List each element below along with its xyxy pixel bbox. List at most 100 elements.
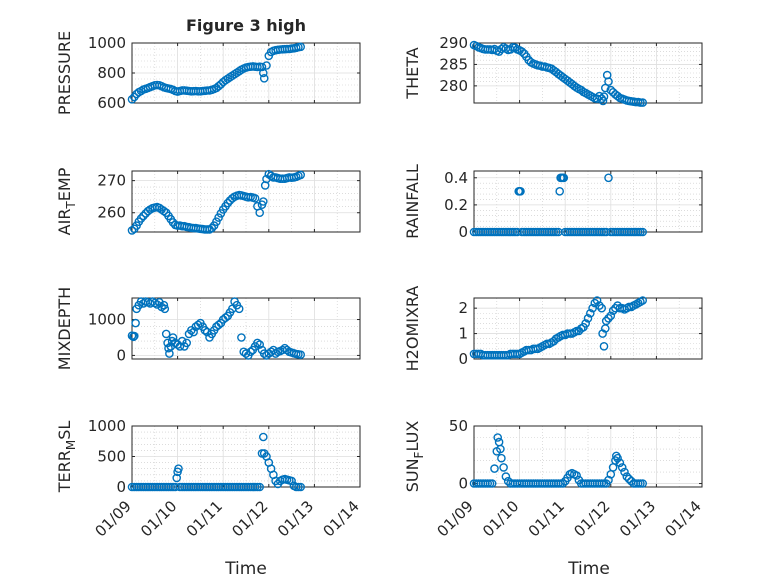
data-point (296, 170, 306, 180)
y-tick-label: 285 (439, 55, 468, 73)
data-point (282, 345, 292, 355)
y-tick-label: 0.2 (444, 196, 468, 214)
data-point (174, 464, 183, 474)
data-point (237, 333, 246, 342)
data-point (223, 198, 233, 208)
y-axis-label: MIXDEPTH (55, 287, 74, 370)
y-axis-label-subscript: M (64, 440, 78, 450)
y-tick-label: 0 (458, 223, 468, 241)
data-point (559, 173, 569, 183)
x-axis-label-right: Time (567, 559, 610, 579)
data-point (234, 66, 244, 76)
data-series (127, 297, 306, 360)
y-axis-label-main: RAINFALL (403, 164, 422, 239)
data-point (172, 473, 181, 483)
data-point (595, 301, 604, 310)
data-point (139, 211, 148, 221)
y-axis-label: RAINFALL (403, 164, 422, 239)
data-point (592, 296, 602, 305)
subplot-5: 0 1000 MIXDEPTH (55, 287, 361, 370)
data-point (296, 350, 306, 360)
y-axis-label-suffix: LUX (403, 421, 422, 452)
data-series (127, 42, 306, 104)
y-tick-label: 1 (458, 325, 468, 343)
subplot-6: 0 1 2 H2OMIXRA (403, 286, 703, 372)
data-point (493, 433, 503, 442)
subplot-3: 260 270 AIRTEMP (55, 167, 361, 235)
y-axis-label-suffix: EMP (55, 167, 74, 201)
y-tick-label: 0 (116, 346, 126, 364)
data-point (258, 68, 268, 78)
data-point (214, 320, 223, 330)
data-point (494, 47, 504, 56)
data-point (214, 213, 223, 222)
data-point (638, 296, 648, 305)
y-axis-label: TERRMSL (55, 421, 78, 494)
x-axis-label-left: Time (224, 559, 267, 579)
data-point (129, 331, 139, 341)
data-point (271, 349, 280, 358)
y-tick-label: 1000 (88, 311, 126, 329)
data-point (604, 77, 613, 86)
data-series (469, 40, 648, 107)
data-point (555, 186, 565, 196)
data-point (496, 444, 505, 454)
data-point (258, 197, 268, 206)
y-tick-label: 0.4 (444, 169, 468, 187)
data-point (255, 482, 265, 492)
data-point (622, 472, 632, 481)
data-point (168, 333, 178, 342)
data-point (613, 301, 622, 310)
y-axis-label-main: PRESSURE (55, 31, 74, 115)
data-point (638, 98, 648, 107)
y-axis-label-subscript: T (64, 201, 78, 210)
axes-box (473, 42, 703, 104)
data-point (161, 329, 171, 339)
y-tick-label: 280 (439, 77, 468, 95)
subplot-1: 600 800 1000 PRESSURE (55, 31, 361, 115)
data-point (581, 319, 591, 328)
y-axis-label: THETA (403, 47, 422, 99)
data-point (613, 91, 622, 101)
data-point (221, 313, 230, 323)
data-point (487, 479, 497, 488)
y-tick-label: 270 (97, 172, 126, 190)
y-axis-label: H2OMIXRA (403, 286, 422, 372)
data-point (200, 325, 210, 335)
y-tick-label: 0 (458, 475, 468, 493)
data-point (583, 313, 593, 323)
data-point (193, 320, 203, 330)
data-point (597, 303, 607, 313)
data-point (189, 327, 198, 337)
y-axis-label: PRESSURE (55, 31, 74, 115)
data-point (617, 463, 627, 472)
data-point (262, 61, 271, 70)
data-point (516, 186, 525, 196)
subplot-4: 0 0.2 0.4 RAINFALL (403, 164, 703, 241)
data-point (601, 316, 611, 326)
axes-box (131, 170, 361, 233)
y-tick-label: 290 (439, 34, 468, 52)
data-point (517, 47, 527, 56)
data-point (296, 482, 306, 492)
data-point (227, 193, 237, 203)
data-point (129, 332, 138, 342)
data-point (214, 81, 223, 91)
y-tick-label: 260 (97, 204, 126, 222)
data-point (182, 338, 191, 348)
y-tick-label: 1000 (88, 34, 126, 52)
y-tick-label: 500 (97, 448, 126, 466)
data-point (212, 217, 221, 226)
y-tick-label: 2 (458, 299, 468, 317)
data-point (620, 467, 629, 477)
data-point (255, 208, 265, 217)
data-point (638, 227, 648, 237)
data-point (131, 318, 140, 328)
data-point (234, 304, 244, 314)
data-point (590, 298, 600, 308)
data-point (598, 96, 608, 106)
y-tick-label: 0 (116, 478, 126, 496)
data-series (127, 432, 306, 492)
